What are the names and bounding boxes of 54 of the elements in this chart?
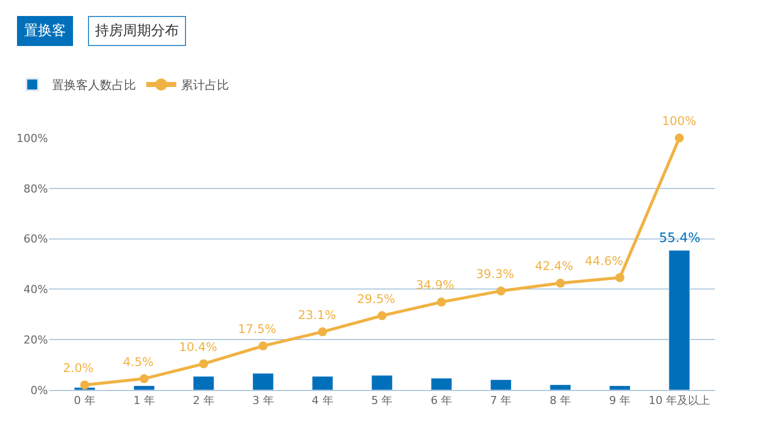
x-tick-label: 3 年 [252,394,274,408]
x-tick-label: 10 年及以上 [648,394,710,408]
data-label: 42.4% [535,259,574,273]
bar [490,379,512,390]
data-label: 55.4% [659,231,700,246]
point [199,359,208,368]
data-label: 4.5% [123,355,154,369]
point [556,278,565,288]
bar [668,250,690,390]
data-label: 2.0% [63,361,94,375]
point [258,341,268,350]
x-tick-label: 8 年 [550,394,572,408]
data-label: 100% [662,114,696,128]
x-tick-label: 7 年 [490,394,512,408]
bar [133,385,155,390]
legend-label: 置换客人数占比 [52,78,136,92]
point [318,327,328,336]
y-tick-label: 100% [16,132,48,145]
point [496,286,506,296]
x-tick-label: 2 年 [192,394,214,408]
point [674,134,684,142]
chart-subtitle: 持房周期分布 [95,23,179,39]
x-tick-label: 1 年 [133,394,155,408]
x-tick-label: 5 年 [371,394,393,408]
data-label: 39.3% [476,267,514,281]
x-tick-label: 6 年 [430,394,452,408]
y-tick-label: 80% [24,182,48,196]
bar [609,385,631,390]
point [615,273,624,282]
bar [192,376,214,390]
y-tick-label: 0% [30,384,48,397]
x-tick-label: 9 年 [609,394,631,408]
y-tick-label: 60% [24,232,48,246]
bar [371,375,393,390]
data-label: 17.5% [238,322,276,336]
point [140,374,149,384]
bar [252,373,274,390]
bar [430,378,452,390]
point [378,311,386,320]
data-label: 44.6% [585,254,624,268]
y-tick-label: 20% [24,333,48,346]
point [80,380,90,390]
legend-label: 累计占比 [181,78,230,92]
x-tick-label: 4 年 [312,394,334,408]
point [436,298,446,307]
data-label: 29.5% [357,292,396,306]
bar [550,384,572,390]
chart-title: 置换客 [24,23,66,39]
x-tick-label: 0 年 [74,394,96,408]
y-tick-label: 40% [24,283,48,296]
data-label: 34.9% [416,278,454,292]
data-label: 10.4% [179,340,218,354]
data-label: 23.1% [298,308,336,322]
bar [312,376,334,390]
